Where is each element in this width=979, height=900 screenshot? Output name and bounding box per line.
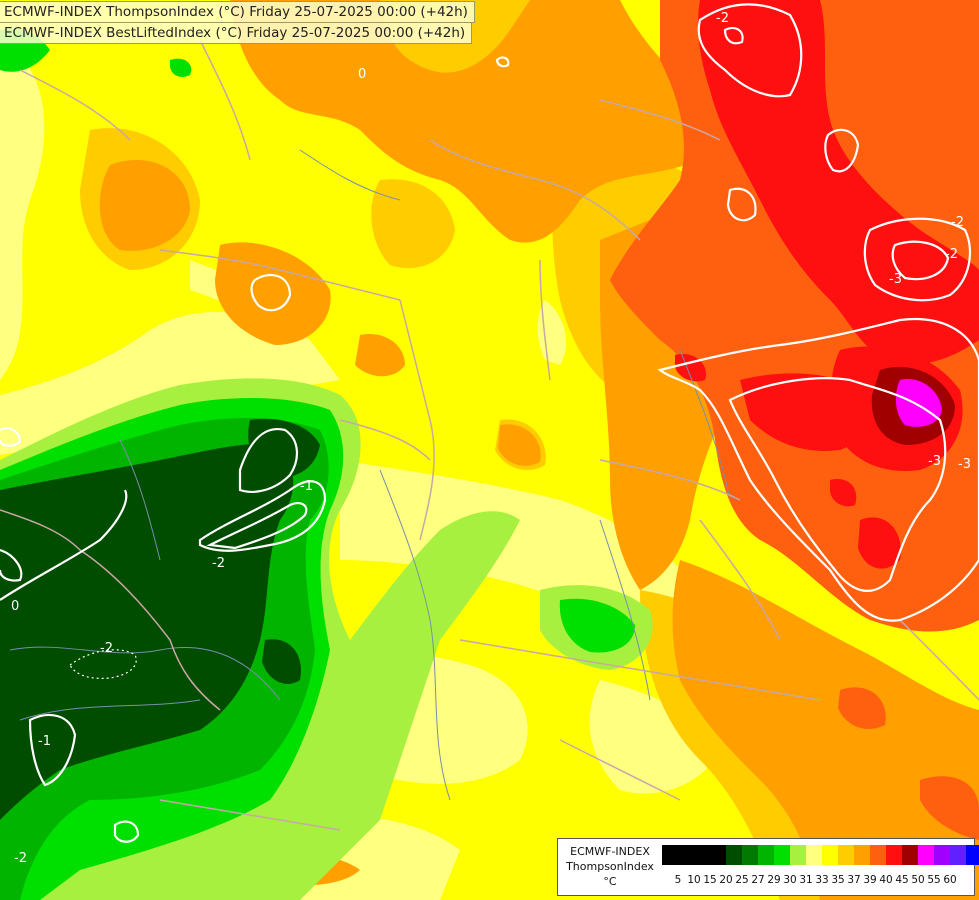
contour-north-east-loop bbox=[723, 26, 744, 45]
contour-west-0 bbox=[0, 489, 128, 601]
contour-green-core-inner bbox=[206, 501, 308, 550]
legend-swatch bbox=[694, 845, 710, 865]
legend-swatch bbox=[950, 845, 966, 865]
contour-green-core bbox=[198, 480, 327, 552]
legend-tick-label: 30 bbox=[783, 874, 797, 886]
contour-label: -1 bbox=[300, 479, 313, 494]
legend-swatch bbox=[854, 845, 870, 865]
contour-southwest bbox=[28, 713, 77, 787]
contour-green-loop bbox=[238, 427, 298, 493]
color-legend: ECMWF-INDEX ThompsonIndex °C 5 10 15 20 25 27… bbox=[557, 838, 979, 896]
legend-tick-label: 50 bbox=[911, 874, 925, 886]
legend-swatch bbox=[918, 845, 934, 865]
legend-swatch bbox=[742, 845, 758, 865]
legend-tick-label: 37 bbox=[847, 874, 861, 886]
legend-swatch bbox=[934, 845, 950, 865]
legend-tick-label: 27 bbox=[751, 874, 765, 886]
legend-swatch bbox=[806, 845, 822, 865]
legend-tick-label: 55 bbox=[927, 874, 941, 886]
legend-swatch bbox=[838, 845, 854, 865]
contour-label: -2 bbox=[716, 11, 729, 26]
contour-east-outer bbox=[657, 318, 979, 622]
legend-tick-label: 60 bbox=[943, 874, 957, 886]
legend-tick-label: 10 bbox=[687, 874, 701, 886]
contour-label: -2 bbox=[212, 556, 225, 571]
legend-swatch bbox=[822, 845, 838, 865]
legend-swatch bbox=[726, 845, 742, 865]
legend-tick-label: 35 bbox=[831, 874, 845, 886]
contour-west-bump bbox=[0, 427, 22, 447]
legend-swatches bbox=[662, 845, 979, 865]
contour-label: -2 bbox=[951, 215, 964, 230]
contour-label: -3 bbox=[928, 454, 941, 469]
contour-small-1 bbox=[113, 820, 140, 843]
legend-tick-label: 39 bbox=[863, 874, 877, 886]
rivers bbox=[9, 149, 731, 801]
contour-label: -3 bbox=[889, 272, 902, 287]
legend-swatch bbox=[902, 845, 918, 865]
field-orange-red bbox=[610, 0, 979, 840]
contour-label: 0 bbox=[11, 599, 19, 614]
field-orange bbox=[99, 0, 979, 900]
field-dark-green bbox=[0, 418, 320, 820]
legend-unit: °C bbox=[603, 875, 617, 888]
legend-tick-label: 31 bbox=[799, 874, 813, 886]
contour-east-cell-inner bbox=[891, 240, 950, 281]
contour-label: -2 bbox=[14, 851, 27, 866]
legend-swatch bbox=[710, 845, 726, 865]
legend-parameter: ThompsonIndex bbox=[566, 860, 654, 873]
legend-tick-label: 5 bbox=[674, 874, 682, 886]
legend-caption: ECMWF-INDEX ThompsonIndex °C bbox=[562, 844, 658, 889]
contour-east-cell bbox=[863, 217, 972, 302]
contour-label: -1 bbox=[38, 734, 51, 749]
legend-swatch bbox=[790, 845, 806, 865]
map-title-thompson-index: ECMWF-INDEX ThompsonIndex (°C) Friday 25… bbox=[0, 1, 475, 23]
legend-swatch bbox=[774, 845, 790, 865]
contour-east-inner bbox=[728, 377, 947, 592]
country-borders bbox=[0, 39, 979, 831]
map-title-best-lifted-index: ECMWF-INDEX BestLiftedIndex (°C) Friday … bbox=[0, 22, 473, 44]
contour-north-east bbox=[697, 3, 803, 98]
legend-swatch bbox=[966, 845, 979, 865]
legend-swatch bbox=[870, 845, 886, 865]
legend-tick-label: 15 bbox=[703, 874, 717, 886]
contour-label: 0 bbox=[358, 67, 366, 82]
legend-tick-label: 29 bbox=[767, 874, 781, 886]
contour-west-loop bbox=[250, 273, 292, 312]
legend-tick-label: 20 bbox=[719, 874, 733, 886]
legend-swatch bbox=[662, 845, 678, 865]
contour-labels: -2 -3 -2 -3 -3 -2 0 -1 -2 -1 -2 -2 0 bbox=[11, 11, 971, 866]
legend-swatch bbox=[678, 845, 694, 865]
legend-tick-label: 25 bbox=[735, 874, 749, 886]
legend-model: ECMWF-INDEX bbox=[570, 845, 650, 858]
contour-label: -3 bbox=[958, 457, 971, 472]
legend-swatch bbox=[758, 845, 774, 865]
legend-tick-label: 45 bbox=[895, 874, 909, 886]
field-magenta bbox=[895, 379, 942, 427]
contour-red-small-2 bbox=[726, 187, 757, 222]
legend-tick-label: 33 bbox=[815, 874, 829, 886]
lifted-index-contours bbox=[0, 3, 979, 843]
contour-label: -2 bbox=[100, 641, 113, 656]
contour-small-2 bbox=[495, 56, 510, 68]
contour-west-edge bbox=[0, 548, 23, 582]
legend-tick-label: 40 bbox=[879, 874, 893, 886]
contour-label: -2 bbox=[945, 247, 958, 262]
legend-swatch bbox=[886, 845, 902, 865]
contour-red-small bbox=[824, 128, 860, 173]
